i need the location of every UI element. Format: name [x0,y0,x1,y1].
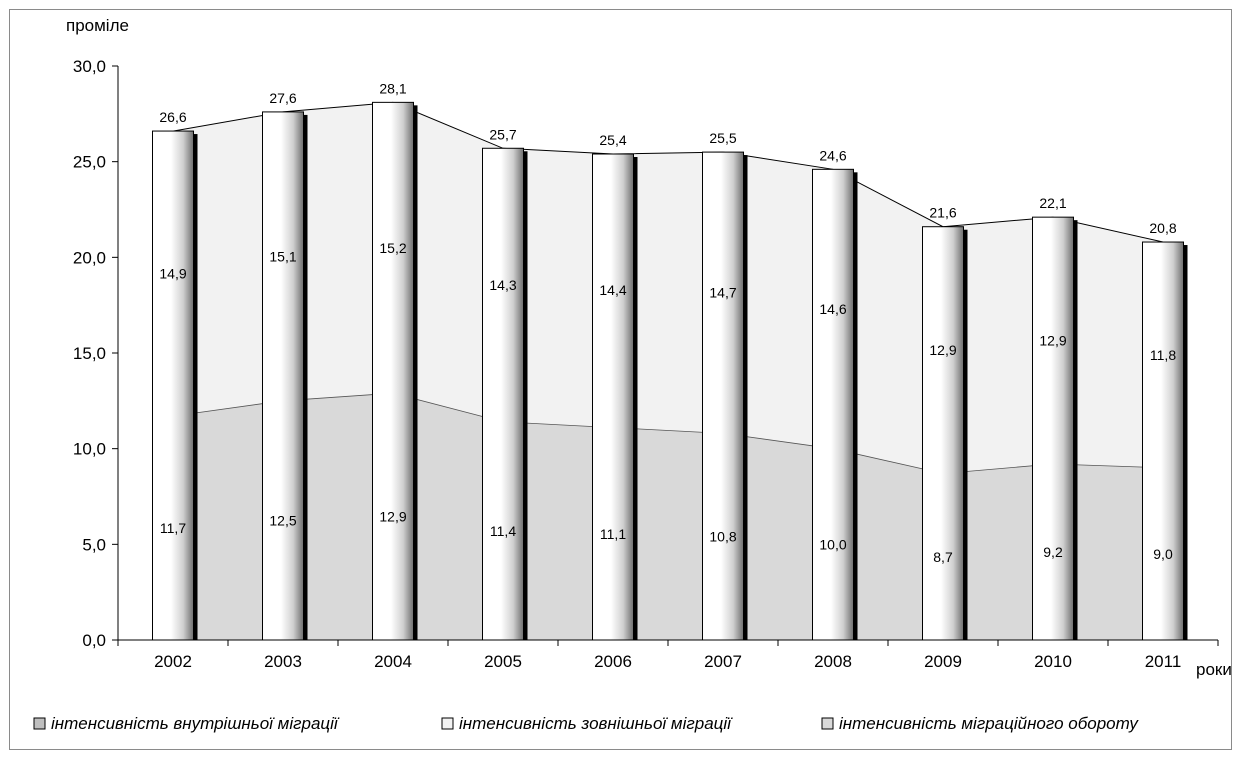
data-label-internal: 12,5 [269,512,296,528]
bar [702,151,744,641]
bar [482,147,524,641]
data-label-internal: 12,9 [379,509,406,525]
data-label-external: 14,9 [159,266,186,282]
data-label-external: 14,4 [599,282,626,298]
data-label-internal: 8,7 [933,549,953,565]
data-label-external: 15,1 [269,248,296,264]
legend-label: інтенсивність внутрішньої міграції [51,714,340,733]
x-tick-label: 2002 [154,652,192,671]
data-label-turnover: 20,8 [1149,220,1176,236]
y-tick-label: 10,0 [73,440,106,459]
legend-swatch [441,717,454,730]
data-label-turnover: 21,6 [929,205,956,221]
x-tick-label: 2011 [1145,652,1182,671]
data-label-turnover: 26,6 [159,109,186,125]
bar [152,130,194,641]
data-label-external: 14,3 [489,277,516,293]
x-tick-label: 2009 [924,652,962,671]
data-label-external: 14,7 [709,285,736,301]
y-tick-label: 30,0 [73,57,106,76]
data-label-internal: 11,7 [160,520,186,536]
data-label-external: 11,8 [1150,347,1176,363]
y-tick-label: 0,0 [82,631,106,650]
data-label-internal: 11,4 [490,523,516,539]
data-label-external: 12,9 [929,342,956,358]
legend-swatch [33,717,46,730]
x-tick-label: 2005 [484,652,522,671]
x-tick-label: 2008 [814,652,852,671]
x-tick-label: 2007 [704,652,742,671]
data-label-internal: 9,2 [1043,544,1063,560]
bar [262,111,304,641]
data-label-turnover: 22,1 [1039,195,1066,211]
data-label-turnover: 25,7 [489,126,516,142]
data-label-internal: 10,0 [819,536,846,552]
legend-swatch [821,717,834,730]
y-tick-label: 5,0 [82,535,106,554]
legend-label: інтенсивність міграційного обороту [839,714,1139,733]
area-internal-migration [173,393,1163,640]
y-tick-label: 25,0 [73,153,106,172]
data-label-internal: 10,8 [709,529,736,545]
x-tick-label: 2004 [374,652,412,671]
data-label-turnover: 24,6 [819,147,846,163]
bar [1032,216,1074,641]
data-label-external: 14,6 [819,301,846,317]
bar [372,101,414,641]
data-label-external: 12,9 [1039,333,1066,349]
x-tick-label: 2006 [594,652,632,671]
data-label-turnover: 25,4 [599,132,626,148]
y-tick-label: 15,0 [73,344,106,363]
legend-label: інтенсивність зовнішньої міграції [459,714,733,733]
data-label-turnover: 28,1 [379,80,406,96]
line-migration-turnover [172,101,1164,243]
area-external-migration [173,102,1163,474]
data-label-internal: 9,0 [1153,546,1173,562]
line-internal-migration [172,392,1164,474]
x-tick-label: 2003 [264,652,302,671]
data-label-internal: 11,1 [600,526,626,542]
x-axis-title: роки [1196,660,1232,679]
x-tick-label: 2010 [1034,652,1072,671]
bar [1142,241,1184,641]
bar [592,153,634,641]
y-tick-label: 20,0 [73,248,106,267]
data-label-external: 15,2 [379,240,406,256]
chart-frame [9,9,1232,750]
data-label-turnover: 27,6 [269,90,296,106]
data-label-turnover: 25,5 [709,130,736,146]
y-axis-title: проміле [66,16,129,35]
bar [812,168,854,641]
bar [922,226,964,641]
